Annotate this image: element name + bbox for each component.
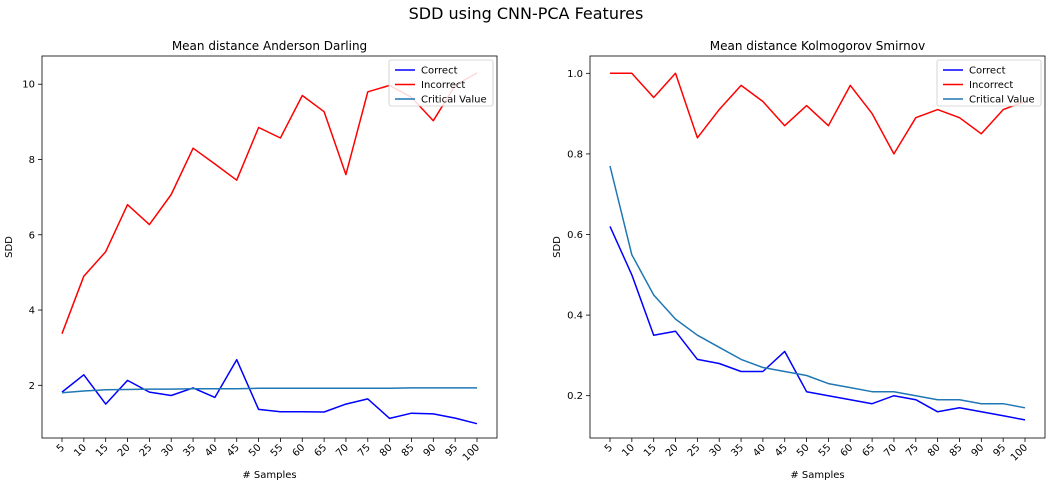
x-axis-label: # Samples bbox=[790, 470, 844, 481]
x-tick-label: 15 bbox=[94, 442, 111, 459]
x-tick-label: 10 bbox=[620, 442, 637, 459]
x-tick-label: 90 bbox=[970, 442, 987, 459]
x-tick-label: 95 bbox=[443, 442, 460, 459]
x-tick-label: 55 bbox=[817, 442, 834, 459]
y-tick-label: 0.8 bbox=[567, 149, 583, 160]
legend-label: Critical Value bbox=[969, 95, 1035, 106]
series-line-critical-value bbox=[609, 165, 1026, 409]
x-tick-label: 15 bbox=[642, 442, 659, 459]
x-tick-label: 100 bbox=[461, 442, 482, 463]
chart-title: Mean distance Anderson Darling bbox=[172, 39, 367, 53]
x-tick-label: 5 bbox=[603, 442, 615, 454]
x-tick-label: 60 bbox=[291, 442, 308, 459]
x-tick-label: 20 bbox=[116, 442, 133, 459]
y-tick-label: 4 bbox=[29, 306, 35, 317]
chart-ks: Mean distance Kolmogorov Smirnov 0.2 0.4 0.… bbox=[552, 39, 1046, 481]
y-tick-label: 6 bbox=[29, 230, 35, 241]
x-tick-label: 25 bbox=[686, 442, 703, 459]
y-axis-label: SDD bbox=[4, 236, 15, 258]
axes-frame bbox=[41, 55, 498, 439]
legend-label: Critical Value bbox=[421, 95, 487, 106]
x-tick-label: 80 bbox=[378, 442, 395, 459]
series-line-critical-value bbox=[61, 387, 477, 394]
y-tick-label: 0.2 bbox=[567, 391, 583, 402]
x-tick-label: 50 bbox=[247, 442, 264, 459]
legend-label: Incorrect bbox=[969, 80, 1013, 91]
x-tick-label: 50 bbox=[795, 442, 812, 459]
x-tick-label: 85 bbox=[948, 442, 965, 459]
legend-label: Correct bbox=[969, 66, 1006, 77]
x-tick-label: 70 bbox=[882, 442, 899, 459]
y-tick-label: 0.6 bbox=[567, 230, 583, 241]
x-tick-label: 5 bbox=[55, 442, 67, 454]
chart-title: Mean distance Kolmogorov Smirnov bbox=[710, 39, 925, 53]
legend-box bbox=[388, 59, 494, 107]
series-line-incorrect bbox=[61, 72, 478, 334]
x-tick-label: 40 bbox=[751, 442, 768, 459]
y-tick-label: 8 bbox=[29, 155, 35, 166]
chart-ad: Mean distance Anderson Darling 2 4 6 8 10 5 10 1… bbox=[4, 39, 498, 481]
y-tick-label: 0.4 bbox=[567, 311, 583, 322]
x-tick-label: 10 bbox=[72, 442, 89, 459]
x-tick-label: 65 bbox=[312, 442, 329, 459]
x-tick-label: 20 bbox=[664, 442, 681, 459]
x-tick-label: 30 bbox=[160, 442, 177, 459]
x-axis-label: # Samples bbox=[242, 470, 296, 481]
legend-box bbox=[936, 59, 1042, 107]
x-tick-label: 35 bbox=[181, 442, 198, 459]
x-tick-label: 70 bbox=[334, 442, 351, 459]
x-tick-label: 75 bbox=[356, 442, 373, 459]
x-tick-label: 45 bbox=[225, 442, 242, 459]
axes-frame bbox=[589, 55, 1046, 439]
y-tick-label: 1.0 bbox=[567, 69, 583, 80]
x-tick-label: 60 bbox=[839, 442, 856, 459]
legend-label: Correct bbox=[421, 66, 458, 77]
series-line-correct bbox=[609, 226, 1026, 421]
x-tick-label: 35 bbox=[729, 442, 746, 459]
x-tick-label: 55 bbox=[269, 442, 286, 459]
y-axis-label: SDD bbox=[552, 236, 563, 258]
x-tick-label: 95 bbox=[991, 442, 1008, 459]
x-tick-label: 90 bbox=[422, 442, 439, 459]
x-tick-label: 30 bbox=[708, 442, 725, 459]
figure-suptitle: SDD using CNN-PCA Features bbox=[408, 4, 644, 23]
x-tick-label: 75 bbox=[904, 442, 921, 459]
x-tick-label: 25 bbox=[138, 442, 155, 459]
x-tick-label: 80 bbox=[926, 442, 943, 459]
y-tick-label: 10 bbox=[22, 80, 35, 91]
x-tick-label: 45 bbox=[773, 442, 790, 459]
y-tick-label: 2 bbox=[29, 381, 35, 392]
x-tick-label: 100 bbox=[1009, 442, 1030, 463]
x-tick-label: 85 bbox=[400, 442, 417, 459]
x-tick-label: 40 bbox=[203, 442, 220, 459]
x-tick-label: 65 bbox=[860, 442, 877, 459]
legend-label: Incorrect bbox=[421, 80, 465, 91]
series-line-incorrect bbox=[610, 72, 1026, 155]
series-line-correct bbox=[61, 358, 478, 425]
